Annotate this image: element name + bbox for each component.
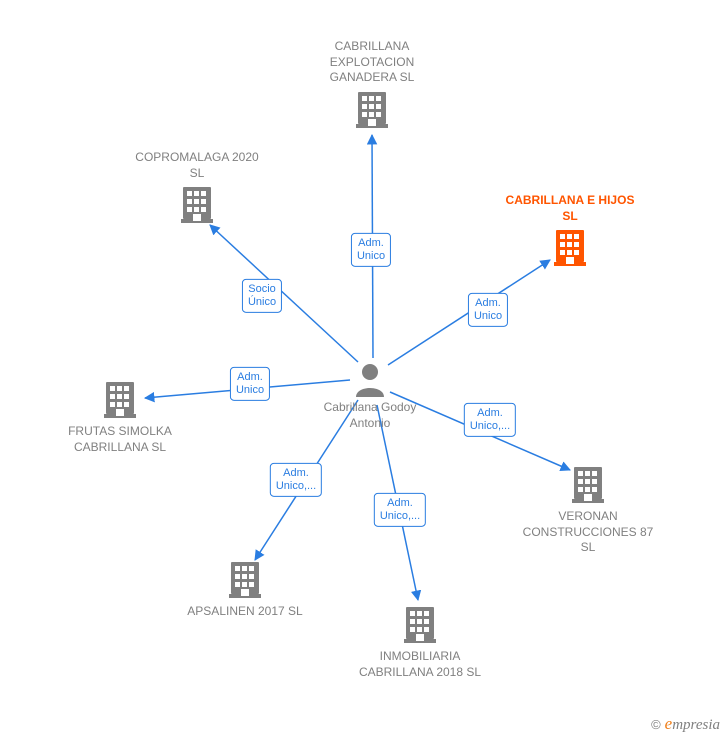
edge-label: Adm.Unico [230, 367, 270, 401]
brand: empresia [665, 714, 720, 734]
building-icon[interactable] [181, 187, 213, 223]
edge-label: Adm.Unico [468, 293, 508, 327]
building-icon[interactable] [572, 467, 604, 503]
person-icon[interactable] [356, 364, 384, 397]
building-icon[interactable] [554, 230, 586, 266]
edge-label: Adm.Unico,... [374, 493, 426, 527]
building-icon[interactable] [104, 382, 136, 418]
edge-label: Adm.Unico [351, 233, 391, 267]
copyright-symbol: © [651, 717, 661, 732]
building-icon[interactable] [229, 562, 261, 598]
network-canvas [0, 0, 728, 740]
edge-label: SocioÚnico [242, 279, 282, 313]
brand-rest: mpresia [672, 717, 720, 733]
edge-label: Adm.Unico,... [270, 463, 322, 497]
edge-label: Adm.Unico,... [464, 403, 516, 437]
edge-line [210, 225, 358, 362]
center-person-label: Cabrillana Godoy Antonio [320, 400, 420, 431]
copyright: © empresia [651, 714, 720, 734]
building-icon[interactable] [356, 92, 388, 128]
building-icon[interactable] [404, 607, 436, 643]
icons [104, 92, 604, 643]
